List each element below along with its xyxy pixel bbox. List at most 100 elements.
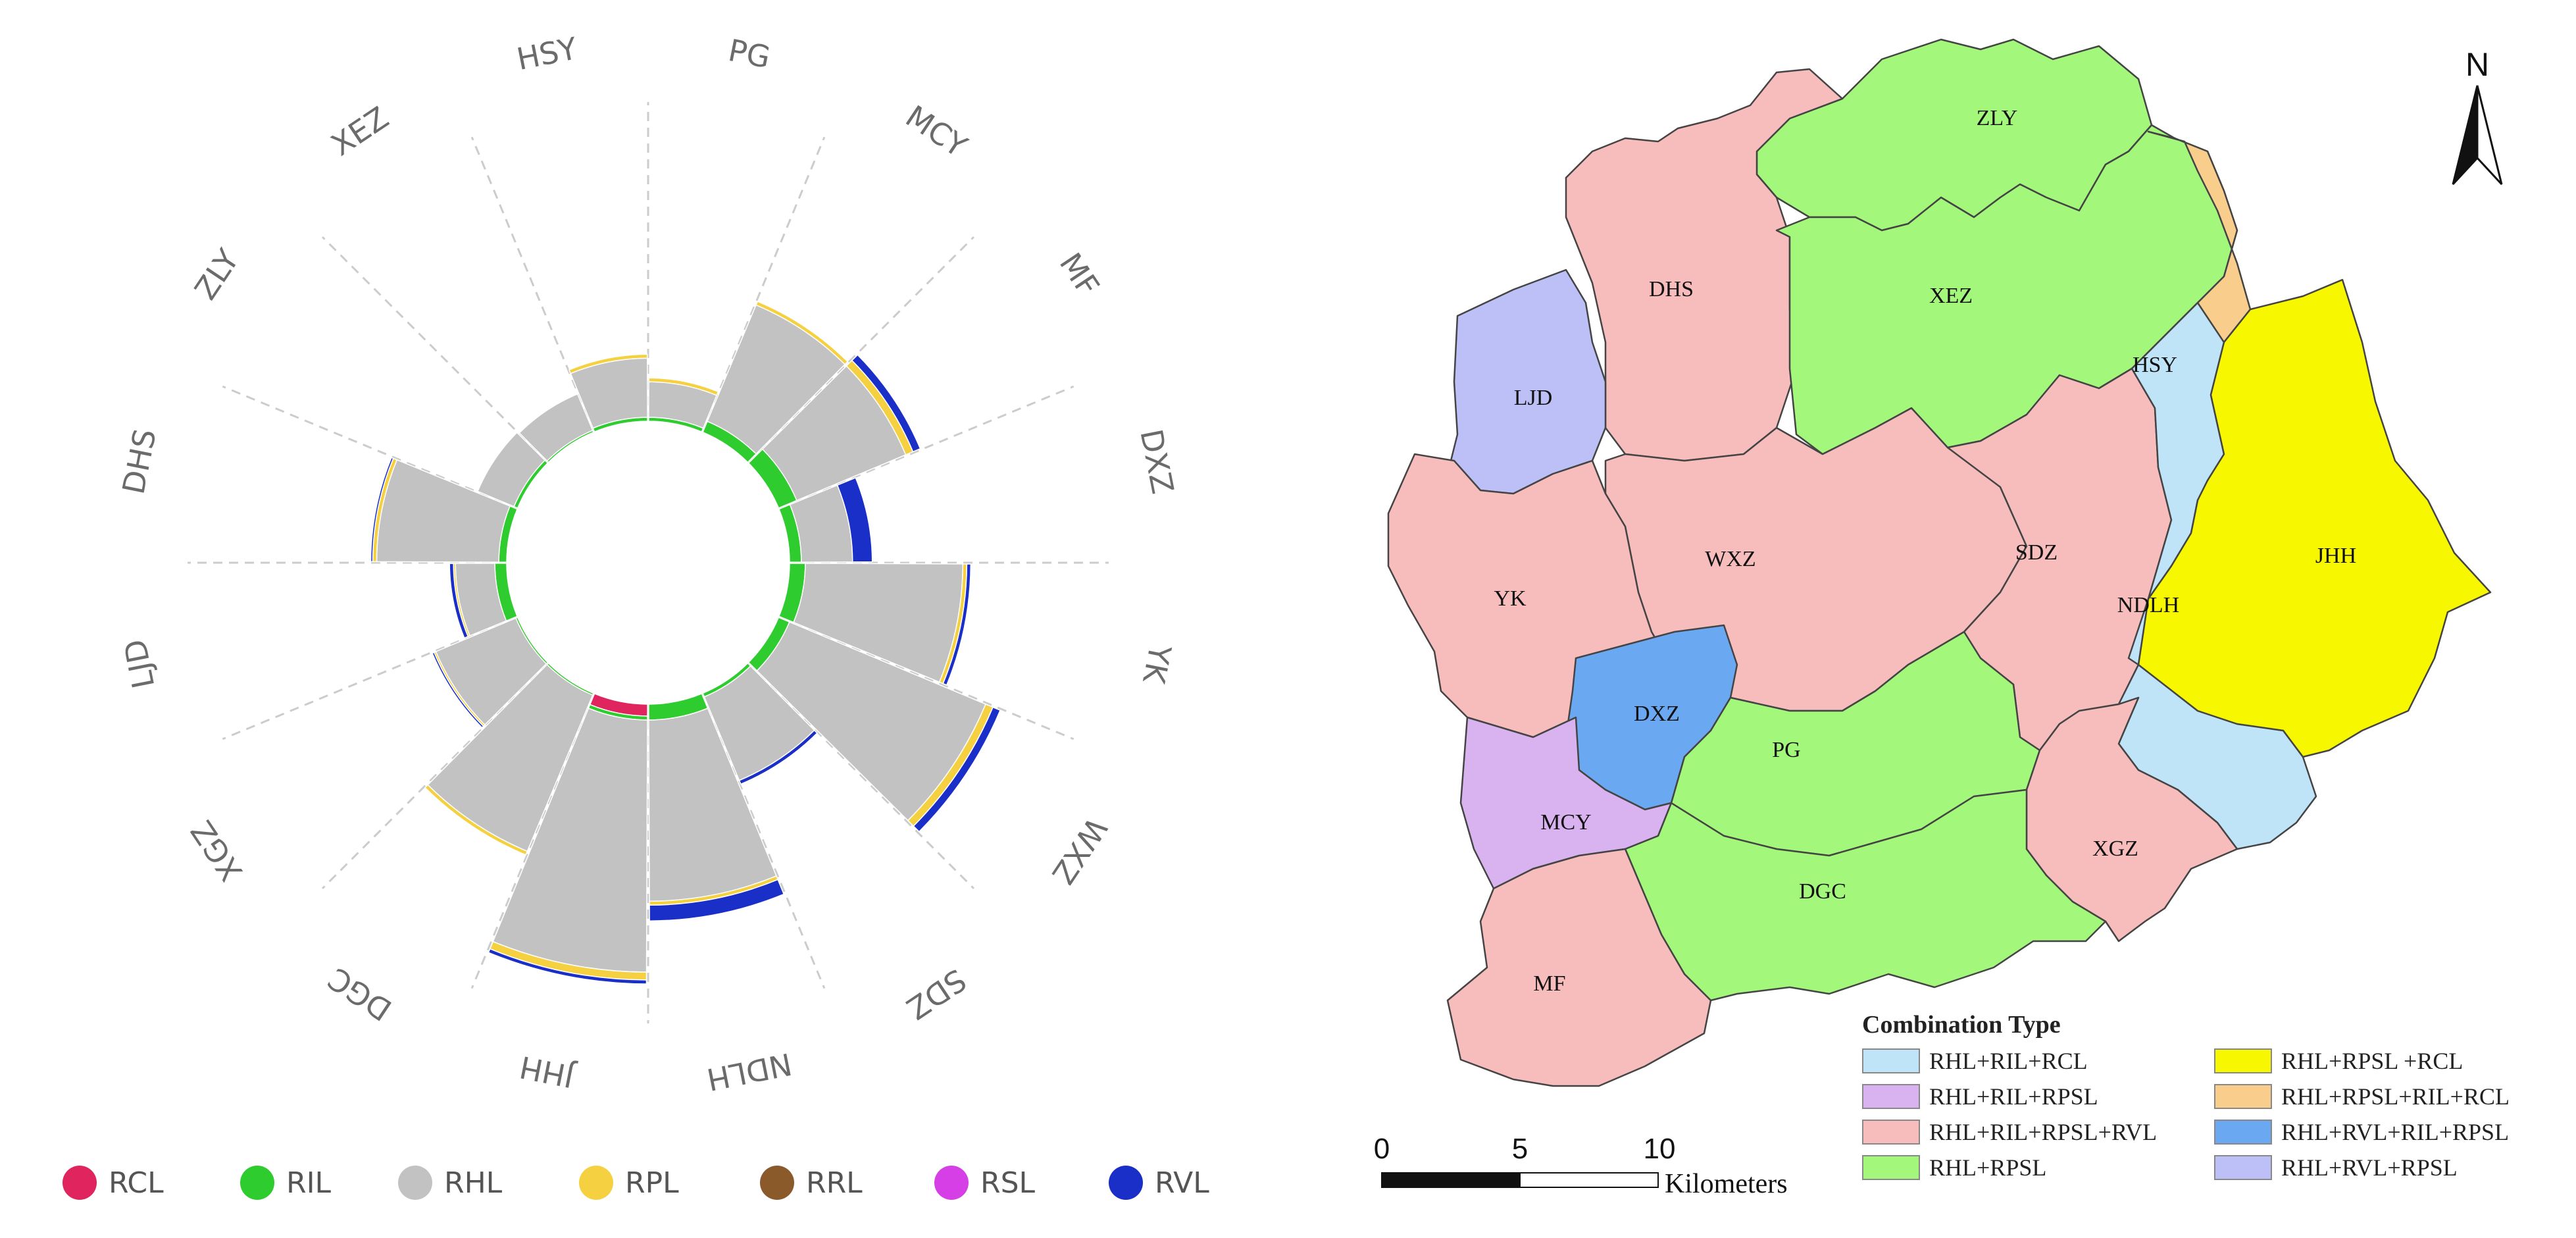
category-label-dxz: DXZ [1133, 426, 1180, 497]
legend-label: RRL [806, 1166, 863, 1200]
region-label-ljd: LJD [1514, 386, 1553, 410]
legend-label: RHL+RIL+RPSL [1929, 1083, 2098, 1110]
category-label-sdz: SDZ [900, 962, 972, 1026]
scale-bar: 0 5 10 Kilometers [1374, 1133, 1788, 1199]
legend-swatch [240, 1166, 274, 1200]
region-label-mf: MF [1533, 971, 1565, 996]
legend-item-ril: RIL [240, 1160, 331, 1206]
legend-swatch [1862, 1084, 1920, 1109]
category-label-xgz: XGZ [184, 814, 250, 888]
legend-label: RHL+RPSL +RCL [2281, 1048, 2463, 1074]
sector-divider [778, 385, 1074, 510]
category-label-wxz: WXZ [1045, 812, 1114, 890]
sector-divider [222, 615, 518, 740]
sector-divider [747, 236, 975, 464]
region-label-dgc: DGC [1799, 879, 1846, 904]
bar-segment-rpl-mcy [755, 300, 849, 365]
legend-swatch [579, 1166, 613, 1200]
category-label-ndlh: NDLH [704, 1046, 795, 1097]
category-label-dhs: DHS [115, 426, 163, 497]
region-label-sdz: SDZ [2015, 540, 2058, 565]
legend-item-rpl: RPL [579, 1160, 679, 1206]
region-label-dhs: DHS [1649, 277, 1694, 301]
legend-swatch [2214, 1120, 2272, 1145]
bar-segment-rhl-zly [476, 432, 546, 507]
bar-segment-rvl-dhs [370, 457, 394, 563]
sector-divider [321, 236, 549, 464]
legend-label: RHL [444, 1166, 503, 1200]
bar-segment-rvl-mf [851, 354, 921, 453]
county-map: ZLY DHS XEZ HSY LJD WXZ SDZ NDLH JHH YK … [1374, 38, 2503, 1199]
legend-label: RHL+RPSL [1929, 1154, 2047, 1181]
sector-divider [778, 615, 1074, 740]
category-label-dgc: DGC [322, 961, 398, 1028]
legend-swatch [398, 1166, 432, 1200]
region-ljd [1446, 269, 1607, 495]
sector-divider [747, 661, 975, 890]
legend-item-rrl: RRL [760, 1160, 863, 1206]
region-jhh [2137, 278, 2492, 758]
category-label-xez: XEZ [325, 99, 395, 163]
sector-divider [470, 693, 595, 989]
bar-segment-rvl-ljd [449, 563, 469, 639]
legend-item-rcl: RCL [63, 1160, 164, 1206]
legend-swatch [1862, 1120, 1920, 1145]
bar-segment-rpl-dgc [424, 784, 528, 856]
legend-entry: RHL+RPSL+RIL+RCL [2214, 1082, 2510, 1111]
scale-tick-5: 5 [1512, 1133, 1528, 1165]
legend-swatch [2214, 1048, 2272, 1073]
legend-label: RCL [109, 1166, 164, 1200]
bar-segment-rvl-ndlh [649, 879, 785, 921]
legend-label: RHL+RIL+RPSL+RVL [1929, 1119, 2158, 1145]
region-label-hsy: HSY [2133, 353, 2177, 377]
legend-entry: RHL+RVL+RPSL [2214, 1153, 2458, 1182]
map-panel: ZLY DHS XEZ HSY LJD WXZ SDZ NDLH JHH YK … [1316, 0, 2576, 1235]
legend-label: RHL+RPSL+RIL+RCL [2281, 1083, 2510, 1110]
legend-entry: RHL+RVL+RIL+RPSL [2214, 1118, 2509, 1147]
region-label-mcy: MCY [1540, 810, 1591, 835]
legend-label: RHL+RVL+RPSL [2281, 1154, 2458, 1181]
region-label-dxz: DXZ [1634, 702, 1680, 726]
radial-chart: PG MCY MF DXZ YK WXZ SDZ NDLH JHH DGC XGZ LJD DHS ZLY… [115, 30, 1180, 1097]
region-label-yk: YK [1494, 586, 1527, 611]
category-label-hsy: HSY [514, 30, 581, 77]
legend-swatch [2214, 1155, 2272, 1180]
legend-item-rvl: RVL [1109, 1160, 1209, 1206]
category-label-zly: ZLY [188, 242, 246, 306]
region-mf [1446, 848, 1712, 1087]
sector-divider [222, 385, 518, 510]
bar-segment-rvl-dxz [836, 477, 873, 563]
legend-title: Combination Type [1862, 1011, 2061, 1039]
radial-chart-panel: PG MCY MF DXZ YK WXZ SDZ NDLH JHH DGC XGZ LJD DHS ZLY… [63, 30, 1209, 1206]
bar-segment-rvl-wxz [913, 706, 1001, 833]
legend-entry: RHL+RIL+RPSL [1862, 1082, 2098, 1111]
category-label-mf: MF [1053, 246, 1107, 302]
legend-item-rsl: RSL [934, 1160, 1035, 1206]
category-label-yk: YK [1136, 641, 1178, 687]
region-label-xgz: XGZ [2092, 837, 2138, 861]
sector-divider [321, 661, 549, 890]
legend-entry: RHL+RIL+RPSL+RVL [1862, 1118, 2157, 1147]
bar-segment-rpl-pg [648, 377, 719, 396]
region-label-jhh: JHH [2315, 544, 2356, 568]
bar-segment-rvl-jhh [488, 948, 647, 985]
region-label-ndlh: NDLH [2117, 593, 2179, 617]
legend-swatch [63, 1166, 97, 1200]
legend-swatch [760, 1166, 794, 1200]
legend-label: RVL [1155, 1166, 1209, 1200]
legend-label: RPL [625, 1166, 679, 1200]
legend-swatch [934, 1166, 969, 1200]
scale-tick-10: 10 [1644, 1133, 1676, 1165]
category-label-ljd: LJD [117, 636, 162, 692]
category-label-mcy: MCY [899, 98, 974, 164]
bar-segment-rvl-xgz [431, 652, 484, 729]
sector-divider [701, 136, 826, 432]
legend-entry: RHL+RIL+RCL [1862, 1046, 2088, 1075]
region-label-pg: PG [1772, 738, 1800, 762]
category-label-pg: PG [725, 32, 773, 75]
category-label-jhh: JHH [517, 1049, 579, 1095]
bar-segment-rvl-yk [942, 563, 972, 686]
legend-swatch [2214, 1084, 2272, 1109]
scale-unit: Kilometers [1665, 1169, 1788, 1199]
legend-label: RIL [286, 1166, 332, 1200]
